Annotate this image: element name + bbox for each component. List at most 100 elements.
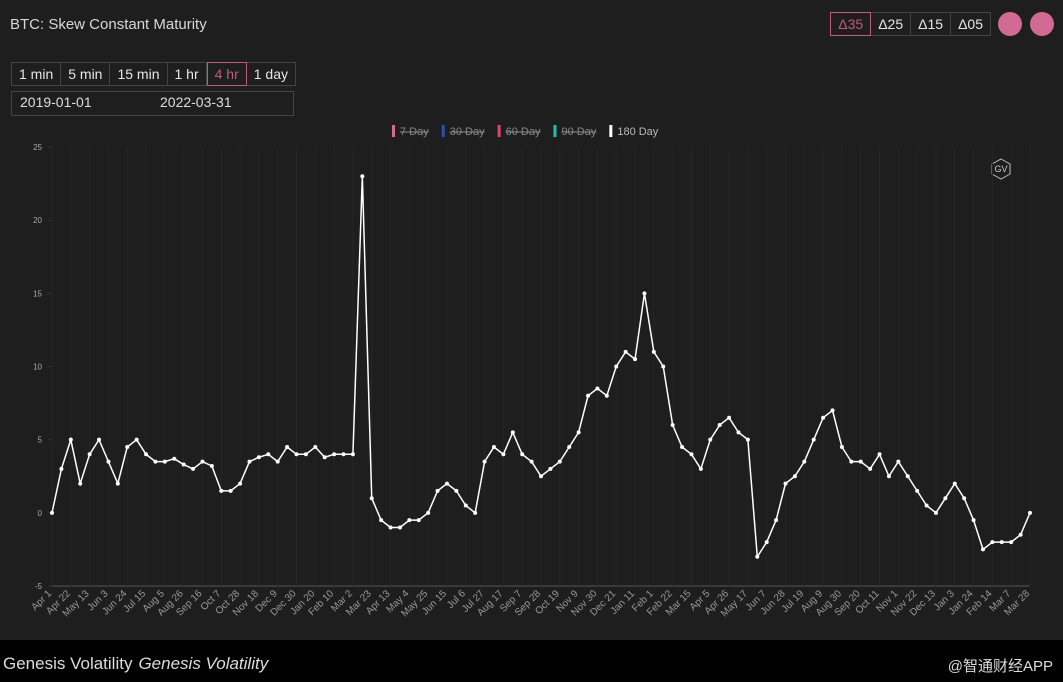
point <box>134 437 139 442</box>
point <box>426 510 431 515</box>
point <box>369 496 374 501</box>
point <box>868 466 873 471</box>
interval-button[interactable]: 15 min <box>110 62 168 86</box>
point <box>971 518 976 523</box>
point <box>595 386 600 391</box>
point <box>811 437 816 442</box>
point <box>172 456 177 461</box>
y-tick-label: 10 <box>33 363 42 372</box>
point <box>473 510 478 515</box>
download-button[interactable] <box>1030 12 1054 36</box>
interval-button[interactable]: 5 min <box>61 62 111 86</box>
legend-label: 7 Day <box>400 126 429 138</box>
point <box>219 488 224 493</box>
panel <box>0 0 1063 640</box>
interval-button[interactable]: 1 min <box>11 62 62 86</box>
interval-button[interactable]: 4 hr <box>206 62 247 86</box>
delta-button[interactable]: Δ25 <box>871 12 912 36</box>
point <box>858 459 863 464</box>
point <box>915 488 920 493</box>
point <box>623 349 628 354</box>
point <box>482 459 487 464</box>
point <box>548 466 553 471</box>
point <box>266 452 271 457</box>
point <box>680 444 685 449</box>
point <box>661 364 666 369</box>
point <box>924 503 929 508</box>
y-tick-label: 5 <box>38 436 43 445</box>
point <box>830 408 835 413</box>
point <box>416 518 421 523</box>
legend-label: 60 Day <box>506 126 541 138</box>
legend-label: 180 Day <box>617 126 658 138</box>
point <box>933 510 938 515</box>
legend-swatch <box>609 125 613 137</box>
point <box>567 444 572 449</box>
legend-label: 90 Day <box>561 126 596 138</box>
point <box>755 554 760 559</box>
point <box>999 540 1004 545</box>
start-date: 2019-01-01 <box>20 94 92 110</box>
point <box>181 462 186 467</box>
delta-buttons: Δ35 Δ25 Δ15 Δ05 <box>830 12 991 36</box>
legend-swatch <box>392 125 395 137</box>
delta-button[interactable]: Δ35 <box>830 12 872 36</box>
source-italic: Genesis Volatility <box>138 654 269 673</box>
legend-label: 30 Day <box>450 126 485 138</box>
point <box>539 474 543 479</box>
point <box>322 455 327 460</box>
point <box>360 174 365 179</box>
point <box>444 481 449 486</box>
delta-button[interactable]: Δ05 <box>951 12 991 36</box>
point <box>97 437 102 442</box>
chart-title: BTC: Skew Constant Maturity <box>10 16 207 33</box>
point <box>792 474 797 479</box>
point <box>708 437 713 442</box>
legend-swatch <box>497 125 501 137</box>
date-range[interactable]: 2019-01-01 2022-03-31 <box>11 91 294 116</box>
point <box>698 466 703 471</box>
interval-buttons: 1 min 5 min 15 min 1 hr 4 hr 1 day <box>11 62 296 86</box>
point <box>529 459 534 464</box>
point <box>905 474 910 479</box>
point <box>990 540 995 545</box>
footer: Genesis Volatility Genesis Volatility <box>3 654 268 674</box>
point <box>962 496 967 501</box>
point <box>454 488 459 493</box>
point <box>106 459 111 464</box>
point <box>980 547 985 552</box>
point <box>774 518 779 523</box>
point <box>68 437 73 442</box>
point <box>162 459 167 464</box>
end-date: 2022-03-31 <box>160 94 232 110</box>
point <box>228 488 233 493</box>
point <box>510 430 515 435</box>
watermark: @智通财经APP <box>947 658 1053 675</box>
point <box>435 488 440 493</box>
point <box>59 466 64 471</box>
interval-button[interactable]: 1 hr <box>167 62 207 86</box>
point <box>557 459 562 464</box>
point <box>153 459 158 464</box>
source: Genesis Volatility <box>3 654 133 673</box>
point <box>689 452 694 457</box>
point <box>604 393 609 398</box>
point <box>614 364 619 369</box>
y-tick-label: -5 <box>35 582 43 591</box>
point <box>144 452 149 457</box>
point <box>87 452 92 457</box>
camera-button[interactable] <box>998 12 1022 36</box>
point <box>745 437 750 442</box>
point <box>849 459 854 464</box>
point <box>407 518 412 523</box>
point <box>736 430 741 435</box>
point <box>294 452 299 457</box>
legend-swatch <box>441 125 445 137</box>
point <box>821 415 826 420</box>
point <box>388 525 393 530</box>
delta-button[interactable]: Δ15 <box>911 12 952 36</box>
point <box>303 452 308 457</box>
interval-button[interactable]: 1 day <box>246 62 296 86</box>
point <box>783 481 788 486</box>
y-tick-label: 20 <box>33 216 42 225</box>
